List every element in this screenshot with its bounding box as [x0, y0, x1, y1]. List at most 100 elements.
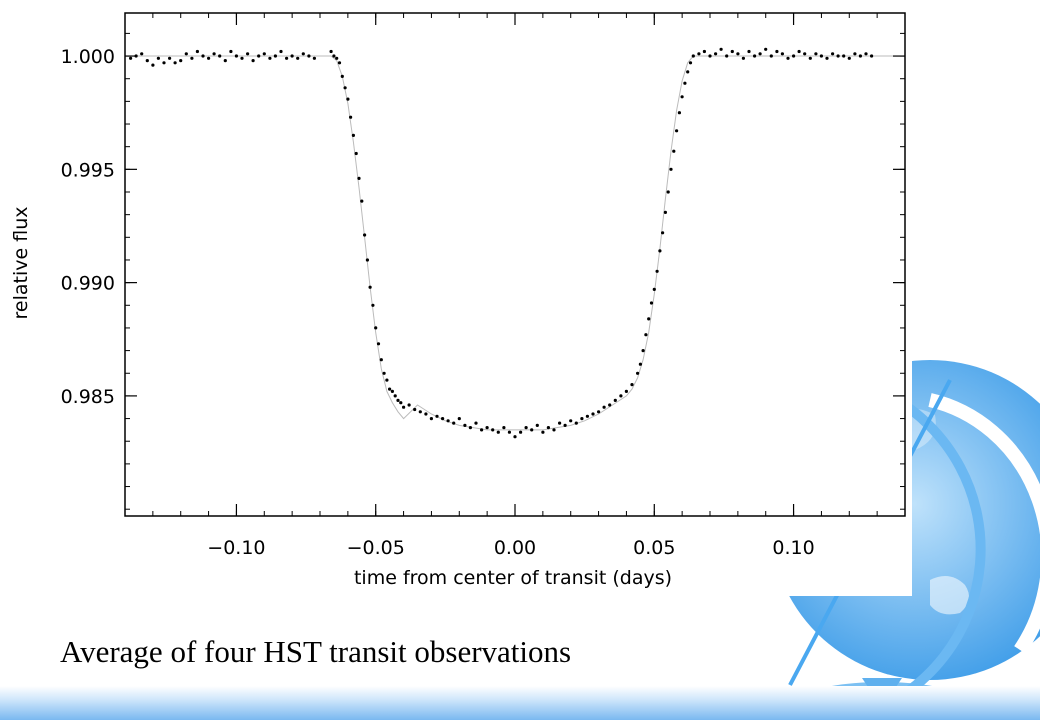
- data-point: [753, 54, 757, 58]
- y-tick-label: 0.995: [61, 159, 115, 181]
- data-point: [502, 426, 506, 430]
- x-axis-label: time from center of transit (days): [354, 567, 672, 589]
- model-curve-layer: [125, 55, 905, 431]
- data-point: [337, 61, 342, 65]
- data-point: [145, 59, 149, 63]
- data-point: [563, 423, 567, 427]
- data-point: [418, 410, 422, 414]
- data-point: [429, 417, 433, 421]
- data-point: [825, 56, 829, 60]
- data-point: [644, 333, 648, 337]
- data-point: [357, 176, 361, 180]
- data-point: [507, 430, 511, 434]
- data-point: [764, 47, 768, 51]
- data-point: [485, 426, 489, 430]
- data-point: [741, 56, 746, 60]
- data-point: [638, 362, 643, 366]
- data-point: [649, 301, 654, 305]
- data-point: [758, 52, 762, 56]
- data-point: [218, 54, 222, 58]
- data-point: [591, 412, 595, 416]
- data-point: [413, 407, 417, 412]
- data-point: [585, 414, 590, 418]
- data-point: [608, 403, 612, 407]
- data-point: [184, 52, 188, 56]
- data-point: [307, 54, 311, 58]
- data-point: [285, 56, 289, 60]
- data-point: [552, 428, 556, 432]
- data-point: [708, 54, 712, 58]
- data-point: [340, 74, 344, 78]
- data-point: [207, 56, 211, 60]
- data-point: [301, 52, 305, 56]
- data-point: [371, 303, 375, 307]
- data-point: [491, 428, 495, 432]
- x-tick-label: 0.10: [772, 537, 814, 559]
- data-point: [730, 49, 734, 54]
- data-point: [747, 49, 751, 54]
- data-point: [452, 421, 456, 425]
- data-point: [702, 49, 707, 54]
- data-point: [329, 49, 333, 54]
- data-point: [173, 61, 177, 65]
- data-point: [396, 398, 400, 402]
- data-point: [374, 326, 378, 330]
- data-point: [382, 371, 386, 375]
- data-point: [661, 231, 665, 235]
- data-point: [351, 133, 355, 137]
- data-point: [343, 86, 347, 90]
- data-point: [524, 426, 528, 430]
- data-point: [360, 199, 364, 203]
- data-point: [602, 405, 606, 409]
- data-point: [262, 52, 266, 56]
- data-point: [349, 115, 353, 119]
- data-point: [736, 52, 740, 56]
- data-point: [677, 111, 682, 115]
- data-point: [597, 410, 601, 414]
- data-point: [714, 52, 718, 56]
- data-point: [234, 54, 238, 58]
- data-point: [655, 269, 659, 273]
- data-point: [792, 54, 796, 58]
- data-point: [636, 371, 640, 375]
- data-point: [719, 47, 723, 51]
- data-point: [273, 54, 277, 58]
- data-point: [435, 414, 439, 418]
- data-point: [151, 63, 155, 67]
- data-point: [574, 421, 578, 425]
- data-point: [402, 405, 406, 409]
- data-point: [858, 54, 863, 58]
- data-point: [156, 56, 160, 60]
- slide-caption: Average of four HST transit observations: [60, 634, 572, 669]
- data-point: [441, 417, 445, 421]
- data-point: [229, 49, 233, 54]
- data-point: [201, 54, 205, 58]
- data-point: [680, 95, 684, 99]
- data-point: [541, 430, 545, 434]
- data-point: [769, 54, 773, 58]
- data-point: [393, 394, 397, 398]
- data-point: [468, 426, 472, 430]
- data-point: [666, 190, 670, 194]
- data-point: [365, 258, 369, 262]
- data-point: [390, 389, 394, 393]
- data-point: [268, 56, 272, 60]
- data-point: [686, 70, 690, 74]
- data-point: [354, 151, 358, 156]
- data-point: [546, 426, 551, 430]
- data-point: [697, 52, 701, 56]
- data-point: [669, 167, 673, 171]
- data-point: [691, 54, 695, 58]
- data-point: [530, 428, 534, 432]
- data-point: [257, 54, 261, 58]
- data-point: [725, 54, 729, 58]
- data-point: [368, 285, 372, 289]
- data-point: [496, 430, 500, 434]
- data-point: [251, 59, 255, 63]
- data-point: [675, 129, 679, 133]
- data-point: [630, 383, 634, 387]
- data-point: [379, 358, 383, 362]
- x-tick-label: 0.05: [633, 537, 675, 559]
- model-curve-line: [125, 55, 905, 431]
- data-point: [831, 52, 835, 56]
